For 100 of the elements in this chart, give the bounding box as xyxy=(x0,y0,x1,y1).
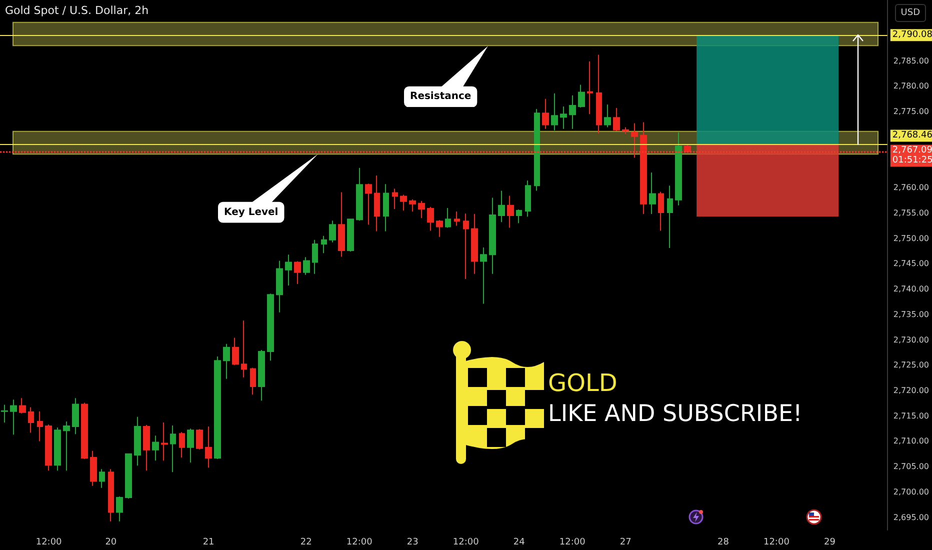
candlestick xyxy=(383,184,389,232)
candlestick xyxy=(214,356,221,460)
x-tick-label: 24 xyxy=(513,538,526,548)
candlestick xyxy=(267,293,274,362)
y-tick-label: 2,705.00 xyxy=(893,462,929,472)
candlestick xyxy=(347,218,354,252)
candlestick xyxy=(374,174,380,232)
candlestick xyxy=(658,191,664,232)
y-tick-label: 2,755.00 xyxy=(893,208,929,218)
y-tick-label: 2,780.00 xyxy=(893,82,929,91)
x-tick-label: 29 xyxy=(824,538,836,548)
candlestick xyxy=(427,206,434,232)
candlestick xyxy=(338,192,345,258)
candlestick xyxy=(241,320,247,378)
candlestick xyxy=(551,92,558,131)
candlestick xyxy=(534,108,540,192)
candlestick xyxy=(649,172,656,215)
candlestick xyxy=(480,247,487,304)
y-tick-label: 2,730.00 xyxy=(893,335,929,344)
candlestick xyxy=(170,425,176,473)
candlestick xyxy=(19,398,26,414)
candlestick xyxy=(569,94,576,130)
candlestick xyxy=(72,398,79,435)
y-tick-label: 2,695.00 xyxy=(893,512,929,522)
candlestick xyxy=(684,144,691,153)
x-tick-label: 12:00 xyxy=(452,538,480,548)
candlestick xyxy=(542,98,549,130)
x-tick-label: 12:00 xyxy=(763,538,790,548)
candlestick xyxy=(329,220,336,243)
candlestick xyxy=(276,260,283,313)
x-tick-label: 21 xyxy=(202,538,214,548)
candlestick xyxy=(525,180,531,218)
candlestick xyxy=(321,235,327,254)
candlestick xyxy=(392,188,398,210)
candlestick xyxy=(99,468,105,488)
candlestick xyxy=(578,84,585,108)
candlestick xyxy=(631,122,638,158)
candlestick xyxy=(489,197,496,274)
y-tick-label: 2,760.00 xyxy=(893,183,929,192)
candlestick xyxy=(285,254,292,286)
candlestick xyxy=(587,60,593,115)
candlestick xyxy=(471,214,478,274)
candlestick xyxy=(205,426,212,468)
ref-line-label: 2,767.09 01:51:25 xyxy=(892,146,932,166)
candlestick xyxy=(356,167,363,222)
x-tick-label: 12:00 xyxy=(36,538,62,548)
candlestick xyxy=(63,420,70,472)
candlestick xyxy=(134,416,141,466)
candlestick xyxy=(81,402,88,460)
candlestick xyxy=(187,428,194,464)
y-tick-label: 2,750.00 xyxy=(893,234,929,243)
y-tick-label: 2,735.00 xyxy=(893,310,929,319)
y-tick-label: 2,700.00 xyxy=(893,487,929,496)
chart-title: Gold Spot / U.S. Dollar, 2h xyxy=(5,4,149,17)
annotation: GOLD xyxy=(548,369,618,397)
candlestick xyxy=(223,343,230,380)
annotation: LIKE AND SUBSCRIBE! xyxy=(548,401,802,427)
x-tick-label: 20 xyxy=(105,538,117,548)
candlestick xyxy=(250,367,256,396)
candlestick xyxy=(294,260,301,285)
candlestick xyxy=(152,435,159,462)
candlestick xyxy=(232,337,239,366)
candlestick xyxy=(365,183,372,226)
candlestick xyxy=(179,432,185,458)
candlestick xyxy=(622,126,629,134)
y-tick-label: 2,720.00 xyxy=(893,386,929,396)
candlestick xyxy=(45,424,52,472)
candlestick xyxy=(54,427,61,472)
x-tick-label: 27 xyxy=(620,538,632,548)
candlestick xyxy=(675,132,682,206)
candlestick xyxy=(640,122,647,215)
candlestick xyxy=(1,404,8,423)
y-tick-label: 2,725.00 xyxy=(893,360,929,370)
candlestick xyxy=(312,239,318,274)
candlestick xyxy=(604,104,611,128)
candlestick xyxy=(90,450,97,486)
x-tick-label: 28 xyxy=(717,538,730,548)
candlestick xyxy=(400,194,407,211)
candlestick xyxy=(161,422,168,462)
candlestick xyxy=(596,54,602,134)
y-tick-label: 2,775.00 xyxy=(893,107,929,116)
y-tick-label: 2,710.00 xyxy=(893,436,929,446)
candlestick xyxy=(436,220,443,238)
ref-line-label: 2,790.08 xyxy=(892,30,932,40)
y-tick-label: 2,785.00 xyxy=(893,56,929,66)
y-tick-label: 2,740.00 xyxy=(893,284,929,294)
candlestick xyxy=(303,256,310,276)
candlestick xyxy=(258,349,265,402)
candlestick xyxy=(10,399,17,436)
candlestick xyxy=(463,213,469,280)
annotation: Resistance xyxy=(404,86,478,107)
candlestick xyxy=(445,207,451,228)
y-axis-title: USD xyxy=(894,4,926,22)
candlestick xyxy=(108,468,114,522)
x-tick-label: 22 xyxy=(300,538,312,548)
candlestick xyxy=(560,106,567,130)
y-tick-label: 2,715.00 xyxy=(893,411,929,420)
candlestick xyxy=(143,424,150,472)
candlestick xyxy=(409,198,416,212)
candlestick xyxy=(28,406,34,434)
